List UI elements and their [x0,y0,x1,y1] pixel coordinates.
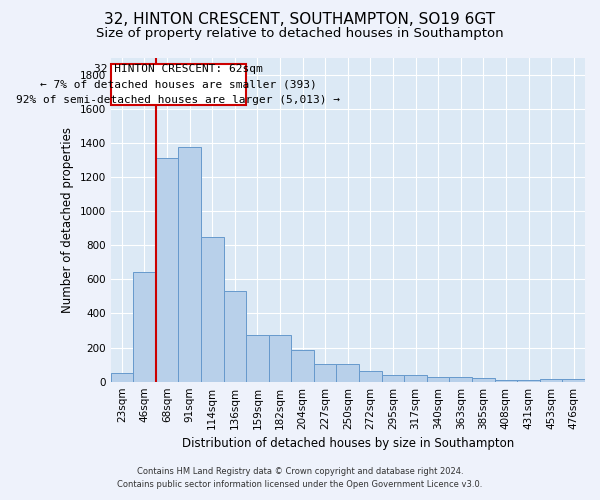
Bar [110,373,133,382]
Bar [292,350,314,382]
Bar [404,375,427,382]
Bar [314,364,337,382]
Bar [224,292,246,382]
Text: 32 HINTON CRESCENT: 62sqm
← 7% of detached houses are smaller (393)
92% of semi-: 32 HINTON CRESCENT: 62sqm ← 7% of detach… [16,64,340,105]
Bar [156,158,178,382]
Bar [517,380,540,382]
X-axis label: Distribution of detached houses by size in Southampton: Distribution of detached houses by size … [182,437,514,450]
Bar [359,370,382,382]
Bar [133,272,156,382]
Bar [269,335,292,382]
Bar [337,364,359,382]
Bar [246,335,269,382]
Text: Contains HM Land Registry data © Crown copyright and database right 2024.
Contai: Contains HM Land Registry data © Crown c… [118,468,482,489]
Bar [449,376,472,382]
Bar [427,376,449,382]
Bar [494,380,517,382]
Bar [382,375,404,382]
FancyBboxPatch shape [110,64,246,105]
Y-axis label: Number of detached properties: Number of detached properties [61,126,74,312]
Bar [178,147,201,382]
Text: Size of property relative to detached houses in Southampton: Size of property relative to detached ho… [96,28,504,40]
Bar [472,378,494,382]
Bar [562,379,585,382]
Bar [540,379,562,382]
Bar [201,236,224,382]
Text: 32, HINTON CRESCENT, SOUTHAMPTON, SO19 6GT: 32, HINTON CRESCENT, SOUTHAMPTON, SO19 6… [104,12,496,28]
